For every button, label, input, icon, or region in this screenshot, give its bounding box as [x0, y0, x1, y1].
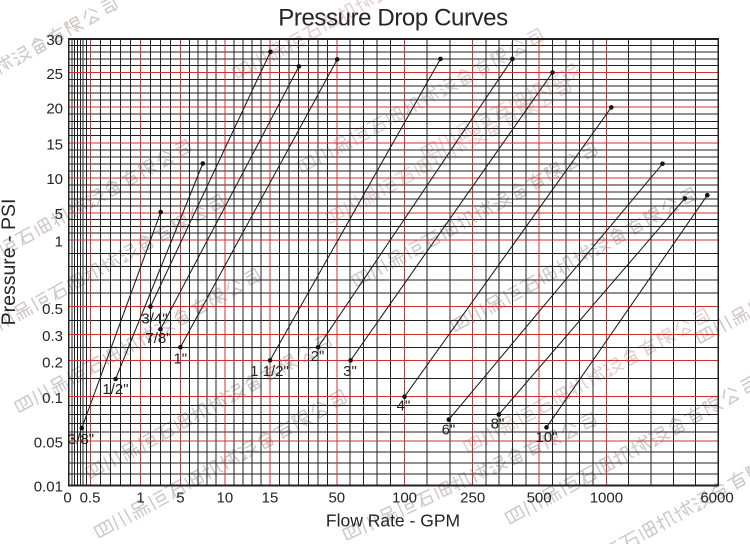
svg-text:1 1/2": 1 1/2": [250, 363, 289, 380]
svg-text:1": 1": [173, 351, 187, 368]
svg-text:0.5: 0.5: [42, 301, 63, 318]
svg-text:Flow Rate - GPM: Flow Rate - GPM: [326, 511, 460, 531]
svg-text:2": 2": [311, 348, 325, 365]
svg-text:10": 10": [535, 429, 557, 446]
svg-text:1: 1: [55, 233, 63, 250]
svg-text:7/8": 7/8": [145, 330, 171, 347]
svg-text:0.2: 0.2: [42, 354, 63, 371]
svg-text:4": 4": [397, 398, 411, 415]
svg-text:6": 6": [442, 422, 456, 439]
svg-text:100: 100: [392, 489, 417, 506]
svg-text:0.3: 0.3: [42, 328, 63, 345]
svg-text:30: 30: [46, 32, 63, 49]
svg-text:3/8": 3/8": [68, 431, 94, 448]
svg-text:250: 250: [460, 489, 485, 506]
svg-text:1/2": 1/2": [102, 381, 128, 398]
svg-text:0.1: 0.1: [42, 390, 63, 407]
svg-text:50: 50: [328, 489, 345, 506]
svg-text:8": 8": [491, 416, 505, 433]
svg-text:Pressure Drop Curves: Pressure Drop Curves: [278, 5, 508, 32]
svg-text:5: 5: [55, 206, 63, 223]
svg-text:0.05: 0.05: [34, 434, 63, 451]
svg-text:20: 20: [46, 100, 63, 117]
svg-text:0.5: 0.5: [80, 489, 101, 506]
svg-text:1: 1: [136, 489, 144, 506]
svg-text:0: 0: [63, 489, 71, 506]
svg-text:5: 5: [176, 489, 184, 506]
svg-text:Pressure - PSI: Pressure - PSI: [0, 199, 20, 326]
svg-text:10: 10: [46, 171, 63, 188]
svg-text:1000: 1000: [590, 489, 623, 506]
svg-text:3": 3": [343, 363, 357, 380]
svg-text:15: 15: [46, 136, 63, 153]
svg-text:15: 15: [262, 489, 279, 506]
svg-text:25: 25: [46, 66, 63, 83]
svg-text:3/4": 3/4": [141, 311, 167, 328]
svg-text:500: 500: [527, 489, 552, 506]
svg-text:10: 10: [217, 489, 234, 506]
svg-text:6000: 6000: [700, 489, 733, 506]
svg-text:0.01: 0.01: [34, 479, 63, 496]
